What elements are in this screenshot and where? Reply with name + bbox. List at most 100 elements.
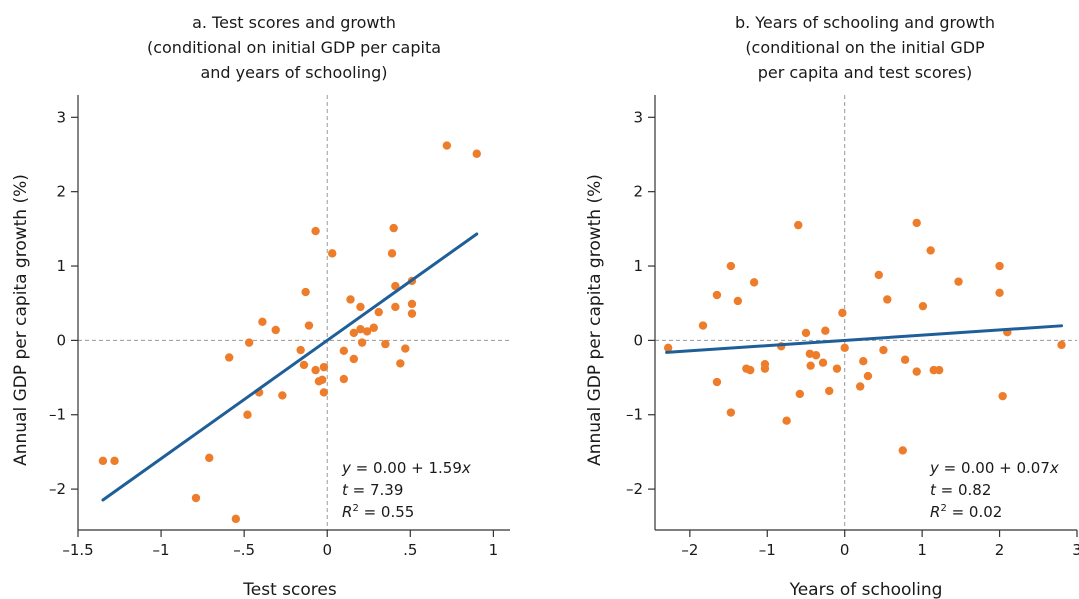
panel-b-data-point <box>726 261 736 271</box>
panel-a-data-point <box>346 295 355 304</box>
panel-b-r-superscript: 2 <box>940 503 946 514</box>
panel-a-r-squared: R2 = 0.55 <box>342 503 414 521</box>
panel-b-data-point <box>995 288 1004 297</box>
panel-a-data-point <box>349 354 359 364</box>
panel-a-y-tick-label: 1 <box>56 257 66 275</box>
panel-a-data-point <box>391 281 400 291</box>
panel-b-data-point <box>825 386 834 396</box>
panel-a-title-line-1: a. Test scores and growth <box>192 13 396 32</box>
panel-b-x-tick-label: –1 <box>759 541 776 559</box>
panel-a-t-value: = 7.39 <box>348 481 404 499</box>
panel-a-data-point <box>299 360 309 370</box>
panel-b-plot-area: –2 –1 0 1 2 3 –2 –1 0 1 2 3 <box>626 95 1079 559</box>
panel-b-data-point <box>832 364 842 373</box>
panel-a-y-tick-label: 0 <box>56 331 66 349</box>
panel-b-data-point <box>821 326 830 335</box>
panel-a-data-point <box>243 410 252 419</box>
panel-b-data-point <box>900 355 910 364</box>
panel-a-data-point <box>231 514 241 524</box>
panel-b-data-point <box>760 364 770 373</box>
panel-a-fitted-line <box>101 232 479 502</box>
panel-b-r-value: = 0.02 <box>947 503 1003 521</box>
panel-a-data-point <box>472 149 481 158</box>
panel-b-t-stat: t = 0.82 <box>930 481 991 499</box>
panel-a-x-axis-label: Test scores <box>242 580 337 599</box>
panel-b-data-point <box>749 278 759 287</box>
panel-a-y-tick-label: –1 <box>49 406 66 424</box>
panel-b-data-point <box>995 261 1004 271</box>
panel-a-data-point <box>301 287 310 297</box>
panel-b-equation-body: = 0.00 + 0.07 <box>939 459 1050 477</box>
panel-a-data-point <box>339 374 349 384</box>
panel-a-data-point <box>319 362 329 372</box>
panel-b-y-tick-label: –1 <box>626 406 643 424</box>
panel-b-title-line-1: b. Years of schooling and growth <box>735 13 995 32</box>
panel-b-data-point <box>663 343 673 353</box>
panel-a-data-point <box>98 456 108 466</box>
panel-a-data-point <box>381 339 390 349</box>
panel-b-data-point <box>795 389 804 399</box>
panel-b-x-axis-label: Years of schooling <box>789 580 943 599</box>
panel-b-data-point <box>883 295 892 304</box>
panel-b-data-point <box>746 365 755 375</box>
panel-b-equation-x: x <box>1049 459 1059 477</box>
panel-b-y-tick-label: 1 <box>633 257 643 275</box>
panel-b-y-tick-label: 3 <box>633 108 643 126</box>
panel-b-title-line-2: (conditional on the initial GDP <box>745 38 985 57</box>
panel-a-equation: y = 0.00 + 1.59x <box>341 459 471 477</box>
panel-b: b. Years of schooling and growth (condit… <box>585 13 1079 599</box>
panel-a-data-point <box>319 388 329 397</box>
panel-b-x-tick-label: 1 <box>917 541 927 559</box>
panel-b-data-point <box>918 301 928 311</box>
panel-a-data-point <box>311 365 320 375</box>
panel-a-r-symbol: R <box>342 503 352 521</box>
panel-b-data-point <box>912 367 921 376</box>
panel-a-x-tick-label: –.5 <box>233 541 255 559</box>
panel-b-data-point <box>954 277 963 286</box>
panel-b-x-tick-label: 2 <box>995 541 1005 559</box>
panel-b-data-point <box>874 270 883 280</box>
panel-b-equation: y = 0.00 + 0.07x <box>929 459 1059 477</box>
panel-a-data-point <box>357 338 367 347</box>
panel-a-data-point <box>442 141 452 150</box>
panel-a-data-point <box>311 226 320 236</box>
panel-a-data-point <box>296 345 305 355</box>
panel-a-data-point <box>374 307 383 317</box>
panel-a-r-value: = 0.55 <box>359 503 415 521</box>
panel-b-data-point <box>863 371 873 381</box>
panel-a-data-point <box>401 344 410 353</box>
panel-a-y-axis-label: Annual GDP per capita growth (%) <box>11 174 31 466</box>
panel-b-data-point <box>726 408 736 417</box>
panel-a-x-tick-label: 0 <box>322 541 332 559</box>
panel-a-x-tick-label: –1.5 <box>62 541 93 559</box>
panel-b-x-tick-label: 0 <box>840 541 850 559</box>
panel-b-y-tick-label: 0 <box>633 331 643 349</box>
panel-a-data-point <box>225 353 234 362</box>
panel-a-equation-x: x <box>461 459 471 477</box>
panel-b-title-line-3: per capita and test scores) <box>758 63 973 82</box>
panel-b-data-point <box>801 328 811 338</box>
panel-b-data-point <box>698 321 708 330</box>
panel-b-y-tick-label: 2 <box>633 183 643 201</box>
panel-a-data-point <box>349 328 359 338</box>
panel-b-data-point <box>855 382 865 391</box>
panel-b-data-point <box>806 361 815 370</box>
panel-b-data-point <box>926 246 935 255</box>
panel-a-data-point <box>387 249 397 258</box>
panel-a-data-point <box>407 309 417 318</box>
panel-a-title-line-3: and years of schooling) <box>200 63 387 82</box>
panel-a-data-point <box>389 223 398 233</box>
panel-b-r-squared: R2 = 0.02 <box>930 503 1002 521</box>
panel-a-data-point <box>339 346 349 355</box>
panel-a-plot-area: –2 –1 0 1 2 3 –1.5 –1 –.5 0 .5 1 <box>49 95 510 559</box>
panel-a-title-line-2: (conditional on initial GDP per capita <box>147 38 441 57</box>
panel-b-data-point <box>912 218 921 228</box>
panel-a-data-point <box>278 391 287 400</box>
panel-a-data-point <box>304 321 314 330</box>
panel-a-data-point <box>205 453 214 463</box>
panel-a-equation-body: = 0.00 + 1.59 <box>351 459 462 477</box>
panel-b-data-point <box>794 220 803 230</box>
panel-a-data-point <box>110 456 119 466</box>
panel-a-y-tick-label: 2 <box>56 183 66 201</box>
panel-a-t-stat: t = 7.39 <box>342 481 403 499</box>
